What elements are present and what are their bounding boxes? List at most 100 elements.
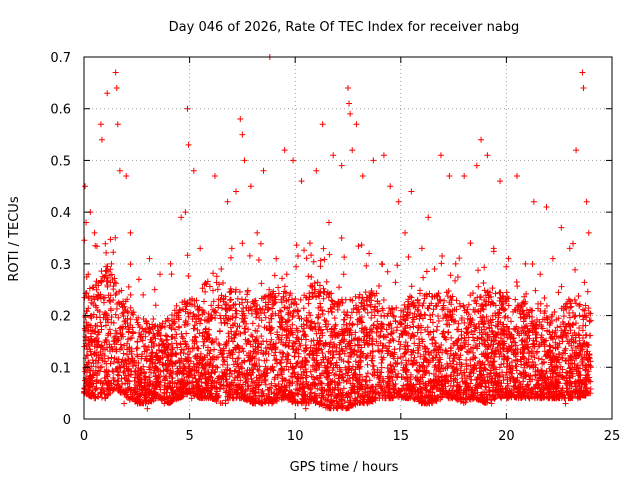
roti-point: [102, 395, 109, 402]
roti-point: [287, 390, 294, 397]
roti-point: [558, 224, 565, 231]
roti-point: [317, 400, 324, 407]
roti-point: [549, 255, 556, 262]
roti-point: [161, 400, 168, 407]
roti-point: [222, 400, 229, 407]
roti-point: [313, 167, 320, 174]
roti-point: [543, 203, 550, 210]
roti-point: [178, 214, 185, 221]
roti-point: [423, 400, 430, 407]
roti-point: [171, 307, 178, 314]
roti-point: [583, 198, 590, 205]
roti-point: [353, 121, 360, 128]
roti-point: [273, 255, 280, 262]
roti-point: [488, 400, 495, 407]
roti-point: [290, 157, 297, 164]
roti-point: [566, 245, 573, 252]
roti-point: [116, 167, 123, 174]
roti-point: [283, 271, 290, 278]
roti-point: [237, 116, 244, 123]
y-tick-label: 0.4: [50, 206, 71, 221]
roti-point: [135, 276, 142, 283]
roti-point: [437, 152, 444, 159]
roti-point: [461, 172, 468, 179]
roti-point: [478, 136, 485, 143]
roti-point: [235, 384, 242, 391]
roti-point: [402, 229, 409, 236]
x-tick-label: 0: [80, 429, 88, 444]
roti-point: [112, 69, 119, 76]
roti-point: [131, 390, 138, 397]
roti-point: [573, 147, 580, 154]
roti-point: [121, 400, 128, 407]
roti-point-cloud: [81, 234, 594, 412]
roti-point: [522, 260, 529, 267]
roti-point: [526, 395, 533, 402]
x-tick-label: 20: [498, 429, 515, 444]
roti-point: [281, 147, 288, 154]
roti-point: [380, 152, 387, 159]
roti-point: [334, 405, 341, 412]
roti-point: [108, 260, 115, 267]
data-points: [81, 54, 594, 412]
roti-point: [471, 390, 478, 397]
roti-point: [89, 374, 96, 381]
axis-ticks: 0 5 10 15 20 25 0 0.1 0.2 0.3 0.4 0.5 0.6 0.7: [50, 51, 620, 444]
y-tick-label: 0.6: [50, 103, 71, 118]
roti-point: [224, 198, 231, 205]
roti-point: [330, 152, 337, 159]
roti-point: [104, 90, 111, 97]
roti-point: [325, 219, 332, 226]
roti-point: [346, 100, 353, 107]
roti-point: [228, 245, 235, 252]
roti-point: [440, 390, 447, 397]
roti-point: [241, 157, 248, 164]
roti-point: [562, 400, 569, 407]
roti-point: [452, 260, 459, 267]
roti-point: [467, 240, 474, 247]
y-tick-label: 0.1: [50, 361, 71, 376]
y-tick-label: 0.5: [50, 154, 71, 169]
roti-point: [185, 141, 192, 148]
plot-frame: [83, 56, 613, 420]
roti-point: [260, 167, 267, 174]
roti-point: [176, 384, 183, 391]
roti-point: [140, 291, 147, 298]
roti-point: [473, 162, 480, 169]
chart-title: Day 046 of 2026, Rate Of TEC Index for r…: [169, 20, 520, 35]
roti-point: [338, 235, 345, 241]
roti-point: [144, 405, 151, 412]
roti-point: [152, 302, 159, 309]
roti-point: [368, 395, 375, 402]
roti-point: [239, 131, 246, 138]
roti-point: [233, 188, 240, 195]
roti-point: [302, 405, 309, 412]
roti-point: [505, 255, 512, 262]
roti-point: [385, 390, 392, 397]
roti-point: [349, 147, 356, 154]
roti-point: [347, 110, 354, 117]
roti-point: [182, 209, 189, 216]
roti-point: [201, 281, 208, 288]
x-axis-label: GPS time / hours: [290, 460, 399, 475]
roti-point: [507, 390, 514, 397]
roti-point: [97, 121, 104, 128]
roti-point: [537, 271, 544, 278]
roti-point: [446, 172, 453, 179]
roti-point: [157, 271, 164, 278]
roti-point: [306, 240, 313, 247]
roti-point: [345, 85, 351, 92]
roti-point: [197, 245, 204, 252]
roti-point: [127, 229, 134, 236]
roti-point: [370, 157, 377, 164]
roti-point: [184, 105, 191, 112]
x-tick-label: 10: [287, 429, 304, 444]
roti-point: [490, 245, 497, 252]
roti-point: [408, 188, 415, 195]
roti-point: [425, 214, 432, 221]
roti-point: [431, 266, 438, 273]
roti-point: [247, 183, 254, 190]
roti-point: [211, 172, 218, 179]
x-tick-label: 15: [393, 429, 410, 444]
roti-point: [298, 178, 305, 185]
